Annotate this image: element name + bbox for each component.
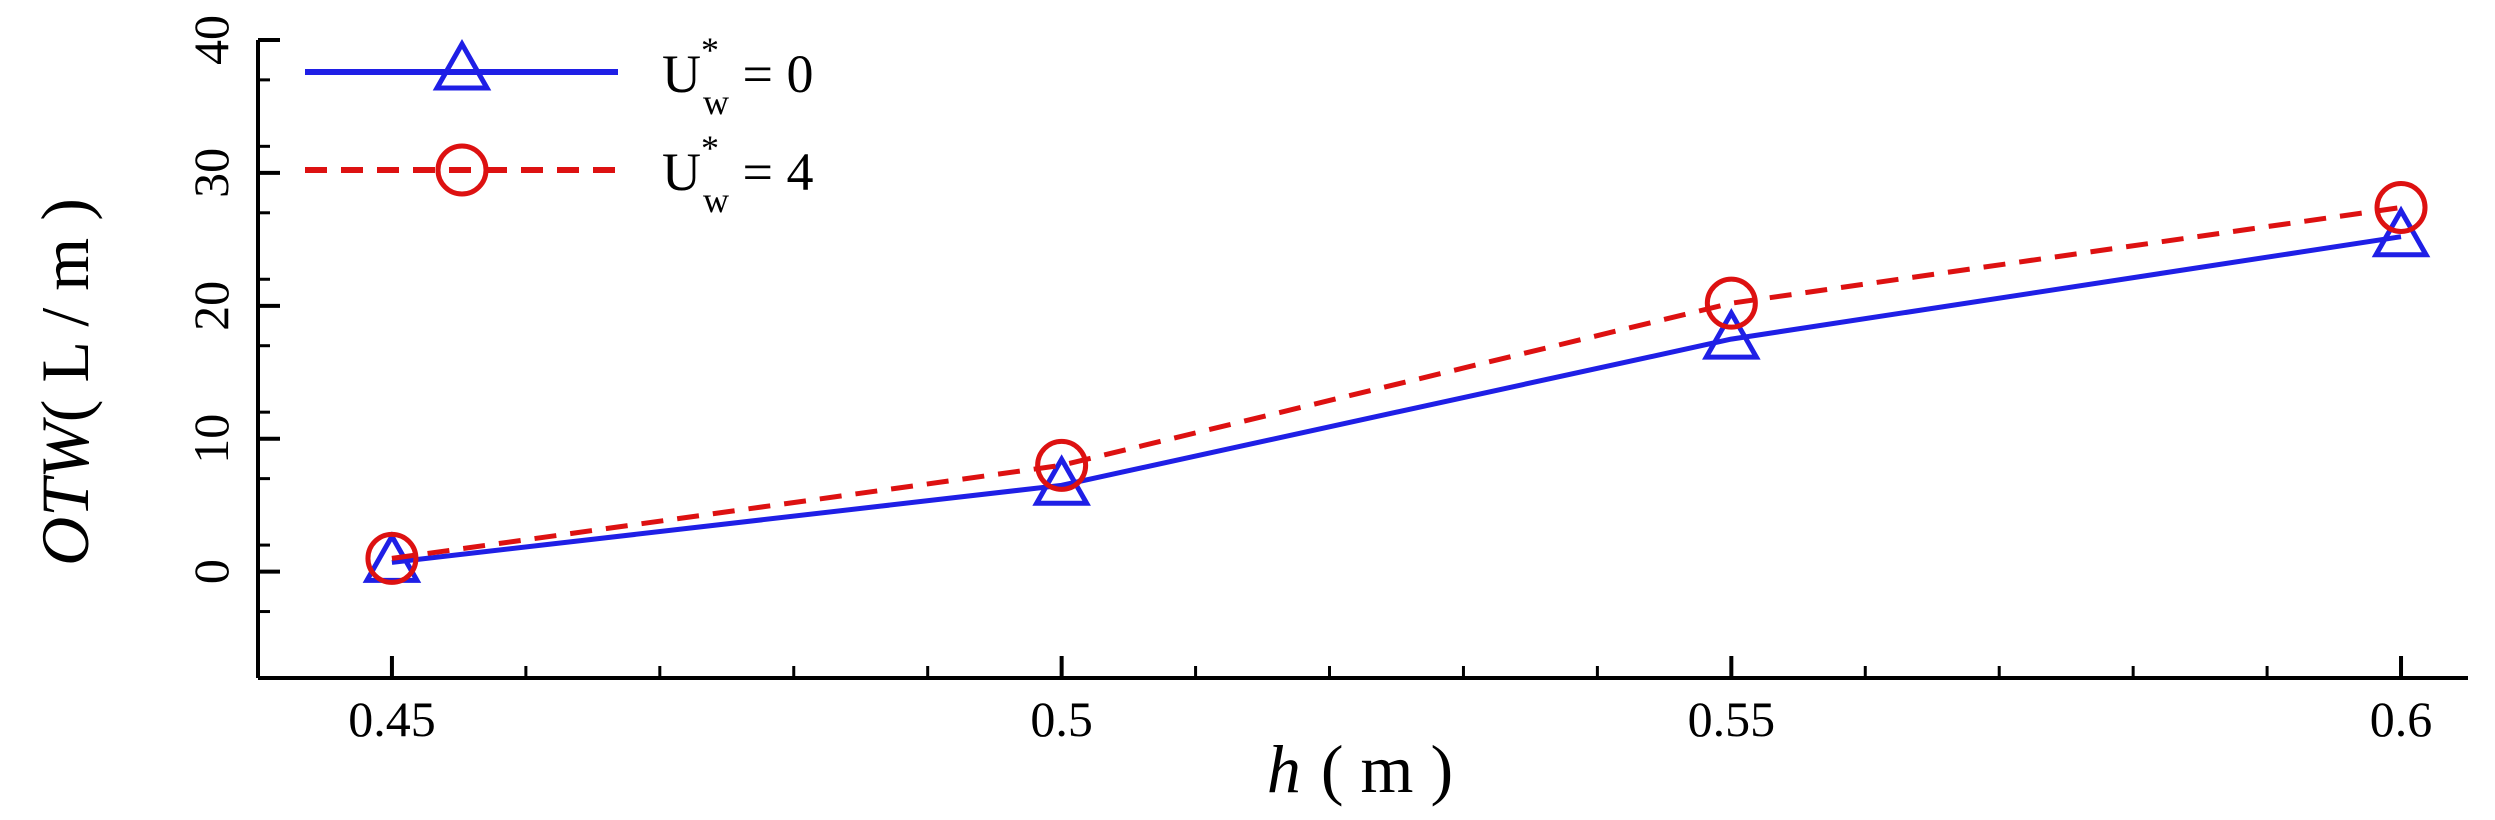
x-tick-label: 0.6 [2370,691,2433,747]
legend: U* w = 0 U* w = 4 [305,30,813,220]
legend-entry-series-0: U* w = 0 [305,30,813,122]
y-axis-title-unit: ( L / m ) [27,198,103,422]
legend-sup-0: * [701,30,719,70]
y-tick-label: 30 [183,148,239,198]
data-point-triangle [2371,205,2431,258]
y-tick-label: 0 [183,559,239,584]
legend-sub-0: w [703,82,729,122]
legend-base-1: U [662,142,701,202]
y-tick-label: 40 [183,15,239,65]
series-layer [362,180,2431,585]
y-tick-label: 10 [183,414,239,464]
legend-entry-series-1: U* w = 4 [305,128,813,220]
legend-sub-1: w [703,180,729,220]
legend-rest-0: = 0 [729,44,813,104]
legend-marker-triangle [432,38,492,91]
legend-marker-circle [435,143,489,197]
y-axis-title: OTW( L / m ) [27,198,103,566]
x-axis-title: h ( m ) [1267,731,1453,807]
data-point-circle [365,531,419,585]
legend-base-0: U [662,44,701,104]
data-point-circle [2374,180,2428,234]
x-tick-label: 0.45 [348,691,436,747]
data-point-circle [1035,438,1089,492]
x-tick-label: 0.55 [1688,691,1776,747]
svg-text:OTW( L / m ): OTW( L / m ) [27,198,103,566]
y-axis-title-italic: OTW [27,417,103,566]
legend-label-series-1: U* w = 4 [662,128,813,220]
data-point-triangle [1032,454,1091,506]
ticks: 0 10 20 30 40 0.45 0.5 0.55 0.6 [183,15,2432,747]
legend-rest-1: = 4 [729,142,813,202]
series-line-0 [391,234,2402,565]
x-axis-title-italic: h [1267,731,1301,807]
x-tick-label: 0.5 [1030,691,1093,747]
x-axis-title-unit: ( m ) [1321,731,1453,807]
series-line-1 [391,205,2402,561]
data-point-circle [1704,276,1758,330]
data-point-triangle [1702,308,1761,360]
y-tick-label: 20 [183,281,239,331]
axes [256,40,2468,680]
legend-sup-1: * [701,128,719,168]
legend-label-series-0: U* w = 0 [662,30,813,122]
